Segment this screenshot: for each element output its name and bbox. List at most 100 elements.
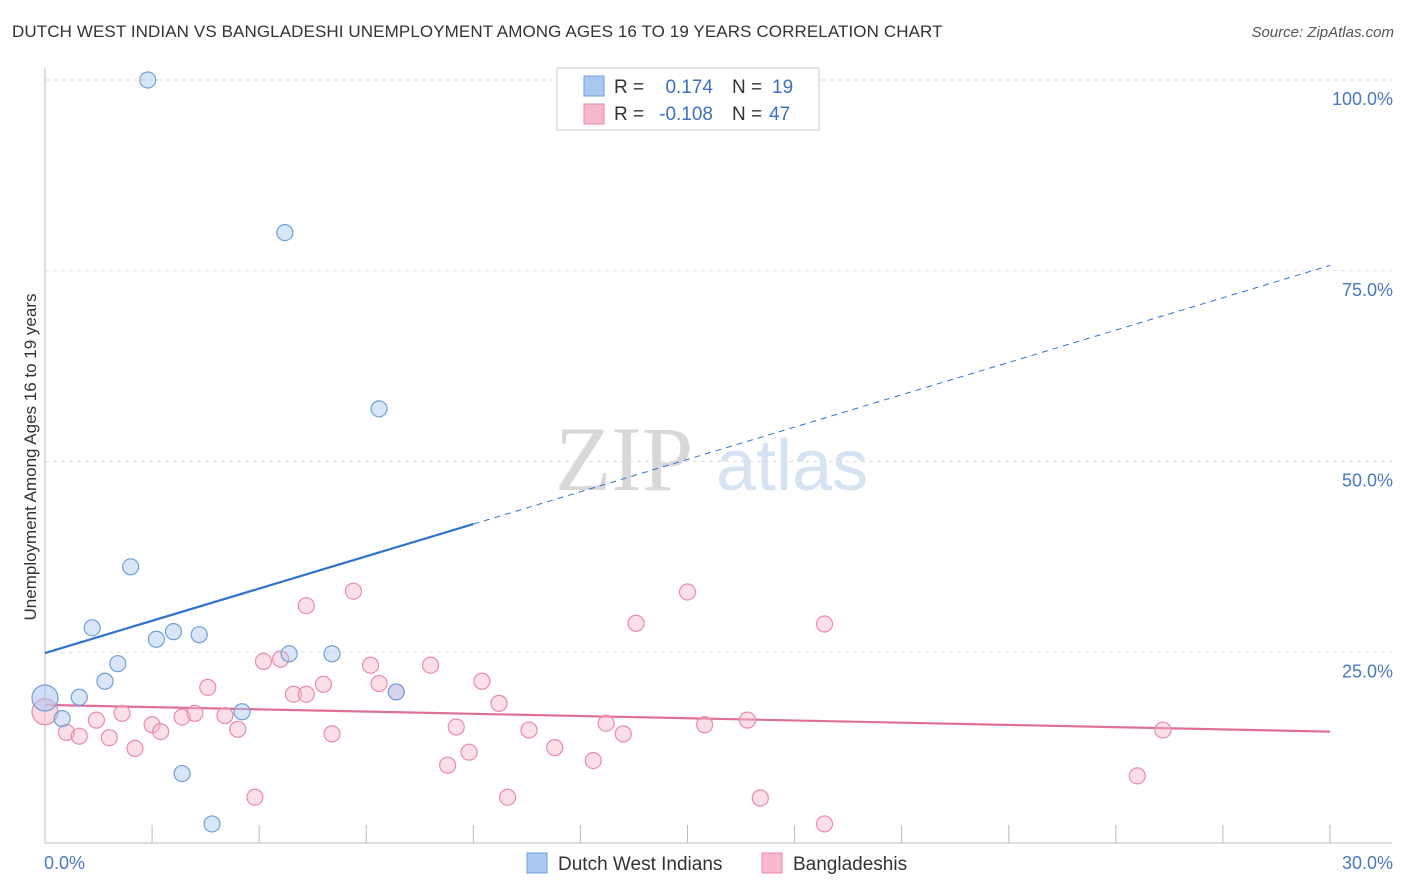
bangladeshi-point: [751, 789, 769, 807]
bangladeshi-point: [70, 727, 88, 745]
dutch-west-indian-point: [53, 710, 71, 728]
bangladeshi-point: [246, 788, 264, 806]
bangladeshi-point: [520, 721, 538, 739]
series-legend-label-blue: Dutch West Indians: [558, 854, 722, 875]
bangladeshi-point: [143, 716, 161, 734]
bangladeshi-point: [597, 714, 615, 732]
bangladeshi-point: [344, 582, 362, 600]
bangladeshi-point: [229, 720, 247, 738]
dutch-west-indian-point: [370, 400, 388, 418]
legend-n-label-2: N =: [732, 104, 762, 125]
trend-lines: [44, 264, 1331, 733]
series-legend: Dutch West Indians Bangladeshis: [526, 852, 907, 875]
dutch-west-indian-point: [203, 815, 221, 833]
bangladeshi-point: [370, 674, 388, 693]
bangladeshi-point: [100, 729, 118, 747]
y-tick-labels: 25.0% 50.0% 75.0% 100.0%: [1332, 89, 1393, 681]
bangladeshi-point: [696, 716, 714, 734]
bangladeshi-point: [57, 723, 76, 741]
legend-r-value-1: 0.174: [665, 77, 713, 98]
bangladeshi-point: [173, 708, 191, 726]
bangladeshi-point: [297, 685, 315, 703]
bangladeshi-point: [297, 597, 315, 615]
dutch-west-indian-point: [280, 645, 298, 663]
bangladeshi-point: [439, 756, 457, 774]
y-tick-label: 25.0%: [1342, 661, 1393, 681]
bangladeshi-point: [738, 711, 757, 729]
dutch-west-indian-point: [96, 672, 114, 690]
series-legend-swatch-blue: [526, 852, 548, 874]
dutch-west-indian-point: [31, 684, 59, 712]
bangladeshi-point: [254, 652, 273, 671]
bangladeshi-point: [447, 718, 465, 736]
legend-n-value-2: 47: [769, 104, 790, 125]
series-legend-label-pink: Bangladeshis: [793, 854, 907, 875]
source-label: Source: ZipAtlas.com: [1251, 24, 1394, 41]
bangladeshi-point: [216, 706, 234, 725]
bangladeshi-point: [152, 723, 170, 741]
bangladeshi-point: [87, 711, 106, 729]
bangladeshi-point: [113, 704, 131, 722]
chart-title: DUTCH WEST INDIAN VS BANGLADESHI UNEMPLO…: [12, 22, 943, 41]
y-tick-label: 75.0%: [1342, 280, 1393, 300]
dutch-west-indian-point: [83, 619, 101, 637]
bangladeshi-point: [584, 751, 602, 770]
bangladeshi-point: [361, 656, 380, 674]
legend-r-value-2: -0.108: [659, 104, 713, 125]
bangladeshi-point: [1128, 767, 1146, 785]
bangladeshi-point: [199, 678, 217, 696]
bangladeshi-point: [614, 725, 632, 743]
series-legend-swatch-pink: [761, 852, 783, 874]
legend-r-label-1: R =: [614, 77, 644, 98]
bangladeshi-point: [815, 815, 834, 833]
dutch-west-indian-point: [233, 703, 251, 721]
bangladeshi-point: [1154, 721, 1172, 739]
bangladeshi-points: [31, 582, 1172, 833]
dutch-west-indian-point: [387, 683, 405, 701]
bangladeshi-point: [473, 672, 491, 690]
bangladeshi-point: [314, 675, 333, 693]
watermark-atlas: atlas: [716, 426, 868, 506]
bangladeshi-point: [490, 694, 508, 712]
legend-r-label-2: R =: [614, 104, 644, 125]
bangladeshi-point: [678, 583, 697, 601]
y-tick-label: 50.0%: [1342, 471, 1393, 491]
bangladeshi-point: [284, 685, 303, 703]
y-tick-label: 100.0%: [1332, 89, 1393, 109]
legend-swatch-pink: [583, 103, 605, 125]
x-tick-label-min: 0.0%: [44, 853, 85, 873]
dutch-west-indian-points: [31, 71, 405, 833]
y-axis-label: Unemployment Among Ages 16 to 19 years: [21, 294, 40, 621]
dutch-west-indian-point: [109, 655, 127, 673]
bangladeshi-point: [421, 656, 440, 674]
dutch-west-indian-point: [70, 688, 88, 706]
dutch-west-indian-point: [276, 224, 294, 242]
x-tick-label-max: 30.0%: [1342, 853, 1393, 873]
legend-n-label-1: N =: [732, 77, 762, 98]
grid-lines: [45, 79, 1392, 653]
dutch-west-indian-point: [122, 558, 140, 576]
dutch-west-indian-point: [147, 630, 165, 648]
dutch-west-indian-point: [164, 623, 183, 641]
watermark-zip: ZIP: [555, 408, 693, 510]
bangladeshi-point: [323, 725, 341, 743]
x-axis-ticks: [44, 825, 1331, 843]
bangladeshi-point: [499, 788, 517, 806]
dutch-west-indian-point: [139, 71, 157, 89]
trend-line-blue-dashed: [473, 264, 1331, 525]
legend-swatch-blue: [583, 75, 605, 97]
trend-line-pink: [44, 703, 1331, 733]
legend-n-value-1: 19: [772, 77, 793, 98]
bangladeshi-point: [546, 739, 564, 757]
bangladeshi-point: [627, 614, 645, 632]
bangladeshi-point: [186, 704, 204, 722]
bangladeshi-point: [460, 743, 478, 761]
correlation-legend: R = 0.174 N = 19 R = -0.108 N = 47: [556, 67, 820, 131]
dutch-west-indian-point: [173, 764, 191, 783]
dutch-west-indian-point: [190, 626, 208, 644]
bangladeshi-point: [815, 615, 834, 633]
bangladeshi-point: [126, 739, 144, 757]
trend-line-blue-solid: [44, 523, 474, 655]
dutch-west-indian-point: [323, 645, 341, 663]
